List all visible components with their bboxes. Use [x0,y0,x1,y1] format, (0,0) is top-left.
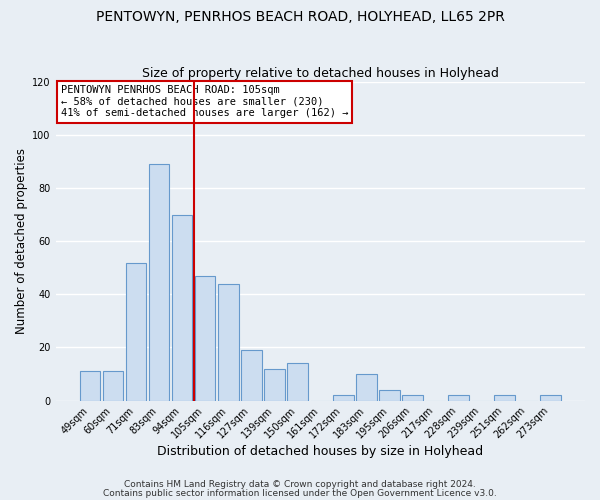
Text: Contains public sector information licensed under the Open Government Licence v3: Contains public sector information licen… [103,489,497,498]
Bar [149,164,169,400]
Bar [448,396,469,400]
Bar [80,372,100,400]
Title: Size of property relative to detached houses in Holyhead: Size of property relative to detached ho… [142,66,499,80]
Bar [379,390,400,400]
X-axis label: Distribution of detached houses by size in Holyhead: Distribution of detached houses by size … [157,444,484,458]
Bar [356,374,377,400]
Bar [333,396,353,400]
Text: PENTOWYN PENRHOS BEACH ROAD: 105sqm
← 58% of detached houses are smaller (230)
4: PENTOWYN PENRHOS BEACH ROAD: 105sqm ← 58… [61,85,349,118]
Y-axis label: Number of detached properties: Number of detached properties [15,148,28,334]
Bar [264,368,284,400]
Text: PENTOWYN, PENRHOS BEACH ROAD, HOLYHEAD, LL65 2PR: PENTOWYN, PENRHOS BEACH ROAD, HOLYHEAD, … [95,10,505,24]
Text: Contains HM Land Registry data © Crown copyright and database right 2024.: Contains HM Land Registry data © Crown c… [124,480,476,489]
Bar [287,364,308,401]
Bar [241,350,262,401]
Bar [195,276,215,400]
Bar [125,262,146,400]
Bar [494,396,515,400]
Bar [540,396,561,400]
Bar [402,396,423,400]
Bar [103,372,124,400]
Bar [172,215,193,400]
Bar [218,284,239,401]
